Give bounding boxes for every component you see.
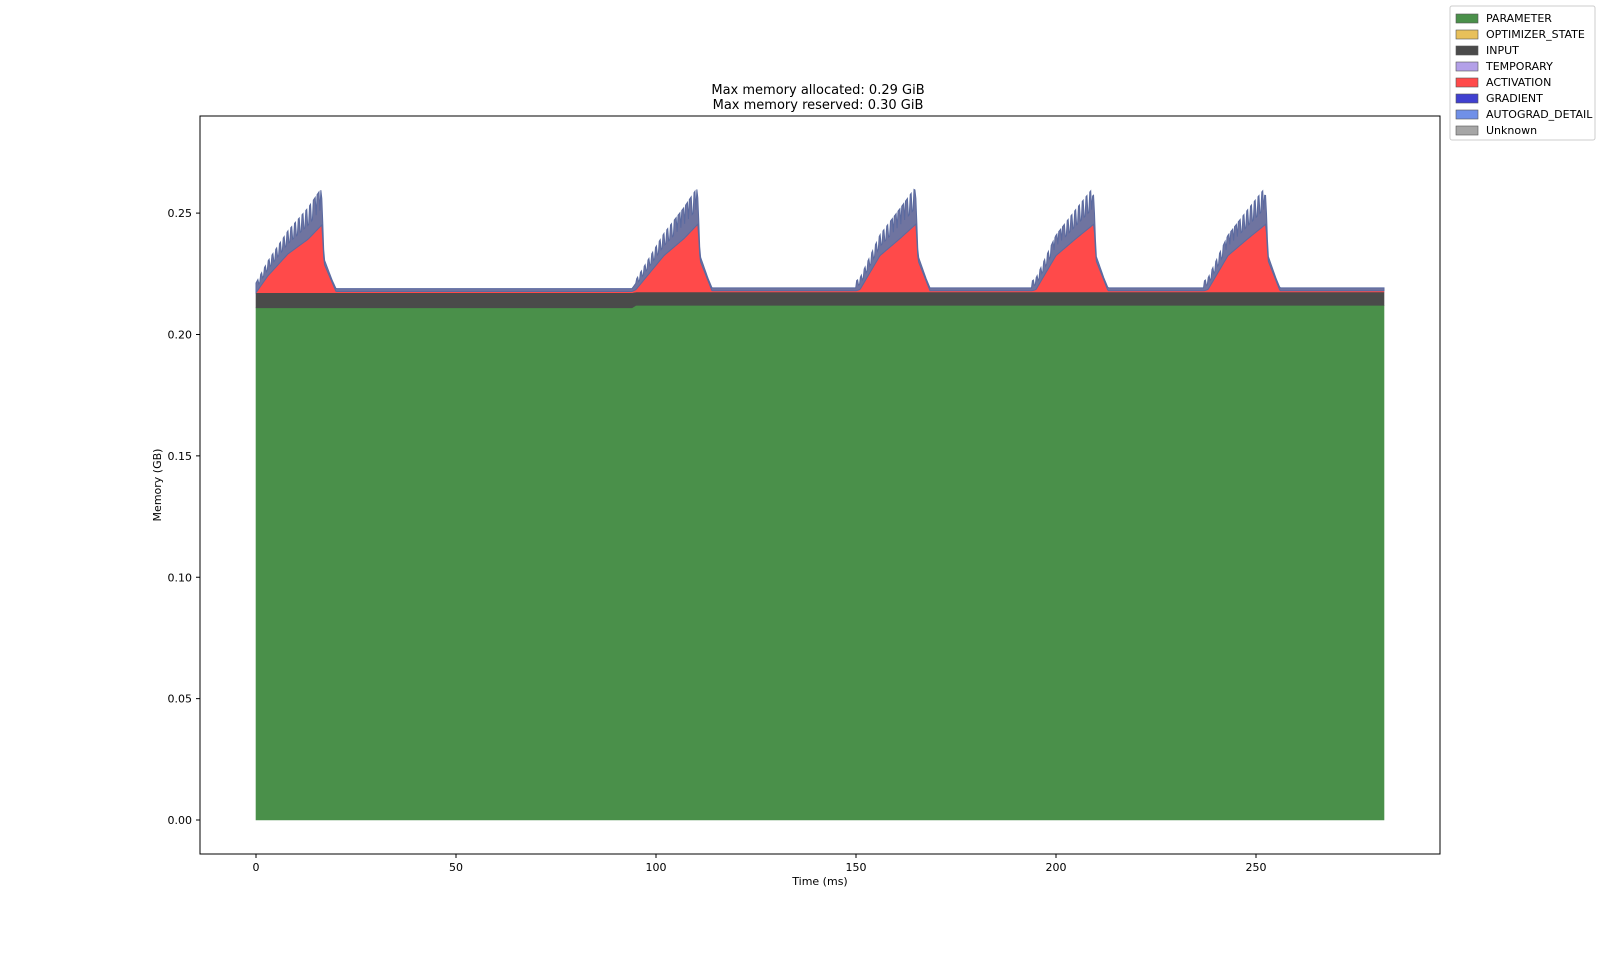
x-tick-label: 100 bbox=[646, 861, 667, 874]
y-tick-label: 0.15 bbox=[168, 450, 193, 463]
x-axis-label: Time (ms) bbox=[791, 875, 847, 888]
chart-title-line-1: Max memory allocated: 0.29 GiB bbox=[711, 83, 924, 98]
legend-swatch-activation bbox=[1455, 77, 1479, 88]
area-parameter bbox=[255, 305, 1385, 821]
y-axis-label: Memory (GB) bbox=[151, 449, 164, 522]
chart-title-line-2: Max memory reserved: 0.30 GiB bbox=[713, 98, 924, 113]
legend-swatch-gradient bbox=[1455, 93, 1479, 104]
y-tick-label: 0.00 bbox=[168, 814, 193, 827]
axes-frame bbox=[199, 115, 1441, 855]
legend-label-input: INPUT bbox=[1486, 44, 1519, 57]
legend-label-unknown: Unknown bbox=[1486, 124, 1537, 137]
x-tick-label: 0 bbox=[253, 861, 260, 874]
legend-swatch-optimizer-state bbox=[1455, 29, 1479, 40]
legend-swatch-input bbox=[1455, 45, 1479, 56]
legend: PARAMETER OPTIMIZER_STATE INPUT TEMPORARY AC… bbox=[1449, 5, 1596, 141]
legend-label-optimizer-state: OPTIMIZER_STATE bbox=[1486, 28, 1585, 41]
legend-label-parameter: PARAMETER bbox=[1486, 12, 1552, 25]
y-tick-label: 0.20 bbox=[168, 328, 193, 341]
x-tick-label: 50 bbox=[449, 861, 463, 874]
legend-swatch-autograd-detail bbox=[1455, 109, 1479, 120]
legend-frame bbox=[1449, 5, 1596, 141]
area-input bbox=[255, 291, 1385, 309]
y-axis-ticks: 0.00 0.05 0.10 0.15 0.20 0.25 bbox=[168, 207, 200, 827]
legend-label-autograd-detail: AUTOGRAD_DETAIL bbox=[1486, 108, 1593, 121]
x-tick-label: 150 bbox=[846, 861, 867, 874]
stacked-areas bbox=[255, 188, 1385, 821]
x-axis-ticks: 0 50 100 150 200 250 bbox=[253, 854, 1267, 874]
legend-label-activation: ACTIVATION bbox=[1486, 76, 1551, 89]
x-tick-label: 200 bbox=[1046, 861, 1067, 874]
y-tick-label: 0.10 bbox=[168, 571, 193, 584]
area-autograd-detail bbox=[255, 188, 1385, 295]
legend-label-temporary: TEMPORARY bbox=[1485, 60, 1553, 73]
legend-swatch-temporary bbox=[1455, 61, 1479, 72]
x-tick-label: 250 bbox=[1246, 861, 1267, 874]
legend-swatch-unknown bbox=[1455, 125, 1479, 136]
y-tick-label: 0.05 bbox=[168, 693, 193, 706]
legend-swatch-parameter bbox=[1455, 13, 1479, 24]
legend-label-gradient: GRADIENT bbox=[1486, 92, 1543, 105]
y-tick-label: 0.25 bbox=[168, 207, 193, 220]
